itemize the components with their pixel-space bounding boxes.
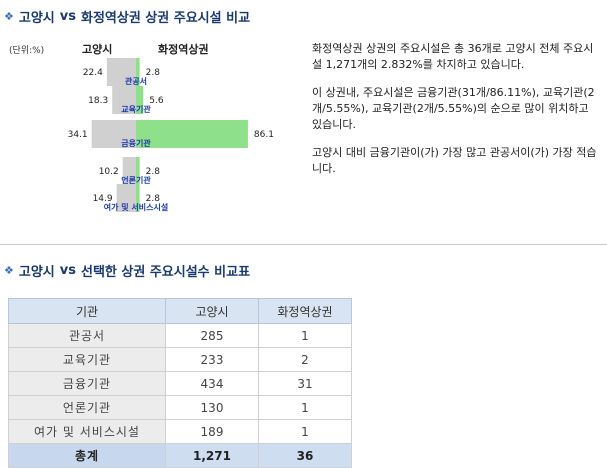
section-title-facility-comparison: ❖ 고양시 vs 화정역상권 상권 주요시설 비교 (4, 6, 250, 26)
value-label-hwajeong: 2.8 (146, 68, 161, 78)
value-label-goyang: 18.3 (88, 96, 108, 106)
diamond-bullet-icon: ❖ (4, 9, 14, 23)
bar-hwajeong (136, 157, 140, 185)
value-label-hwajeong: 5.6 (149, 96, 164, 106)
bar-hwajeong (136, 86, 144, 114)
table-cell-goyang: 189 (165, 419, 259, 444)
bar-goyang (122, 157, 136, 185)
category-label: 여가 및 서비스시설 (104, 202, 168, 212)
table-cell-category: 금융기관 (8, 371, 166, 396)
category-label: 금융기관 (121, 138, 151, 148)
table-total-hwajeong: 36 (258, 443, 352, 468)
bar-hwajeong (136, 184, 140, 212)
table-header-hwajeong: 화정역상권 (258, 298, 352, 324)
table-cell-hwajeong: 2 (258, 347, 352, 372)
table-cell-goyang: 233 (165, 347, 259, 372)
description-paragraph-1: 화정역상권 상권의 주요시설은 총 36개로 고양시 전체 주요시설 1,271… (312, 42, 594, 71)
bar-goyang (106, 58, 136, 86)
value-label-hwajeong: 2.8 (146, 167, 161, 177)
section-title-comparison-table: ❖ 고양시 vs 선택한 상권 주요시설수 비교표 (4, 260, 250, 280)
category-label: 관공서 (125, 76, 147, 86)
table-row: 교육기관 233 2 (8, 347, 352, 372)
chart-col-right-header: 화정역상권 (158, 43, 209, 56)
bar-goyang (116, 184, 136, 212)
table-row: 언론기관 130 1 (8, 395, 352, 420)
table-cell-category: 교육기관 (8, 347, 166, 372)
title-vs: vs (59, 262, 76, 278)
table-cell-hwajeong: 1 (258, 323, 352, 348)
description-paragraph-2: 이 상권내, 주요시설은 금융기관(31개/86.11%), 교육기관(2개/5… (312, 86, 595, 131)
bar-goyang (112, 86, 136, 114)
bar-hwajeong (136, 58, 140, 86)
diamond-bullet-icon: ❖ (4, 263, 14, 277)
table-row: 여가 및 서비스시설 189 1 (8, 419, 352, 444)
title-vs: vs (59, 8, 76, 24)
table-cell-goyang: 285 (165, 323, 259, 348)
value-label-goyang: 22.4 (83, 68, 103, 78)
table-row: 금융기관 434 31 (8, 371, 352, 396)
table-total-label: 총계 (8, 443, 166, 468)
table-header-category: 기관 (8, 298, 166, 324)
table-cell-category: 언론기관 (8, 395, 166, 420)
value-label-goyang: 34.1 (68, 130, 88, 140)
table-total-row: 총계 1,271 36 (8, 443, 352, 468)
unit-label: (단위:%) (9, 46, 45, 56)
table-header-row: 기관 고양시 화정역상권 (8, 298, 352, 324)
table-cell-hwajeong: 1 (258, 395, 352, 420)
value-label-hwajeong: 86.1 (254, 130, 274, 140)
table-row: 관공서 285 1 (8, 323, 352, 348)
table-header-goyang: 고양시 (165, 298, 259, 324)
section-divider (0, 244, 607, 245)
description-paragraph-3: 고양시 대비 금융기관이(가) 가장 많고 관공서이(가) 가장 적습니다. (312, 146, 597, 175)
category-label: 교육기관 (121, 104, 151, 114)
table-cell-category: 여가 및 서비스시설 (8, 419, 166, 444)
table-cell-hwajeong: 1 (258, 419, 352, 444)
chart-col-left-header: 고양시 (82, 43, 113, 56)
value-label-hwajeong: 2.8 (146, 194, 161, 204)
title-right: 화정역상권 상권 주요시설 비교 (80, 10, 251, 26)
table-cell-hwajeong: 31 (258, 371, 352, 396)
table-total-goyang: 1,271 (165, 443, 259, 468)
bar-goyang (91, 120, 136, 148)
bar-hwajeong (136, 120, 248, 148)
description-text: 화정역상권 상권의 주요시설은 총 36개로 고양시 전체 주요시설 1,271… (312, 41, 602, 189)
title-right: 선택한 상권 주요시설수 비교표 (80, 264, 251, 280)
table-cell-category: 관공서 (8, 323, 166, 348)
value-label-goyang: 14.9 (93, 194, 113, 204)
value-label-goyang: 10.2 (99, 167, 119, 177)
category-label: 언론기관 (121, 175, 151, 185)
table-cell-goyang: 130 (165, 395, 259, 420)
facility-comparison-table: 기관 고양시 화정역상권 관공서 285 1 교육기관 233 2 금융기관 4… (8, 298, 352, 468)
table-cell-goyang: 434 (165, 371, 259, 396)
title-left: 고양시 (18, 264, 55, 280)
title-left: 고양시 (18, 10, 55, 26)
